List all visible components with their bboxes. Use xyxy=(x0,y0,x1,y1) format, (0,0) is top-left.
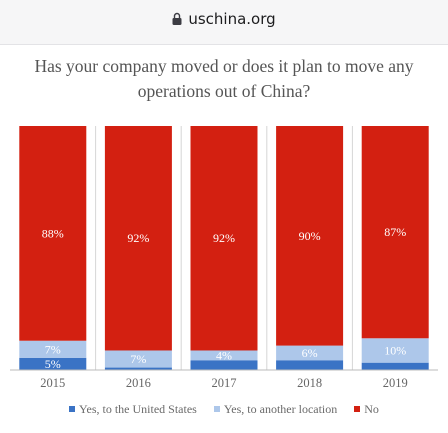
lock-icon xyxy=(172,11,182,29)
bar-2016-series-0 xyxy=(104,367,172,370)
browser-address-bar[interactable]: uschina.org xyxy=(0,0,448,45)
data-label: 7% xyxy=(130,352,146,366)
legend-item-no: No xyxy=(354,402,379,417)
data-label: 4% xyxy=(216,348,232,362)
legend-item-us: Yes, to the United States xyxy=(69,402,197,417)
bar-2015-series-0 xyxy=(19,357,87,370)
bar-2017-series-0 xyxy=(190,360,258,370)
bar-2018-series-2 xyxy=(276,126,344,346)
bar-2015-series-2 xyxy=(19,126,87,341)
legend-item-other: Yes, to another location xyxy=(213,402,338,417)
bar-2018-series-1 xyxy=(276,345,344,361)
bar-2015-series-1 xyxy=(19,340,87,358)
data-label: 10% xyxy=(384,343,406,357)
url-display[interactable]: uschina.org xyxy=(0,10,448,29)
bar-2016-series-2 xyxy=(104,126,172,351)
legend-label-other: Yes, to another location xyxy=(223,402,338,416)
legend-label-no: No xyxy=(364,402,379,416)
x-tick-label: 2018 xyxy=(297,376,322,390)
chart-legend: Yes, to the United States Yes, to anothe… xyxy=(0,402,448,417)
bar-2016-series-1 xyxy=(104,350,172,368)
data-label: 92% xyxy=(213,231,235,245)
data-label: 7% xyxy=(45,342,61,356)
x-tick-label: 2017 xyxy=(212,376,237,390)
data-label: 88% xyxy=(42,226,64,240)
chart-title: Has your company moved or does it plan t… xyxy=(34,56,414,101)
data-label: 90% xyxy=(299,229,321,243)
data-label: 92% xyxy=(127,231,149,245)
bar-2017-series-2 xyxy=(190,126,258,351)
x-tick-label: 2016 xyxy=(126,376,151,390)
bar-2019-series-1 xyxy=(361,338,429,363)
url-text: uschina.org xyxy=(188,10,276,28)
legend-swatch-other xyxy=(213,406,220,412)
bar-2017-series-1 xyxy=(190,350,258,361)
x-tick-label: 2015 xyxy=(40,376,65,390)
legend-label-us: Yes, to the United States xyxy=(79,402,197,416)
data-label: 5% xyxy=(45,357,61,371)
legend-swatch-us xyxy=(69,406,76,412)
legend-swatch-no xyxy=(354,406,361,412)
bar-2019-series-2 xyxy=(361,126,429,339)
data-label: 6% xyxy=(302,346,318,360)
x-tick-label: 2019 xyxy=(383,376,408,390)
bar-2019-series-0 xyxy=(361,362,429,370)
bar-2018-series-0 xyxy=(276,360,344,370)
data-label: 87% xyxy=(384,225,406,239)
